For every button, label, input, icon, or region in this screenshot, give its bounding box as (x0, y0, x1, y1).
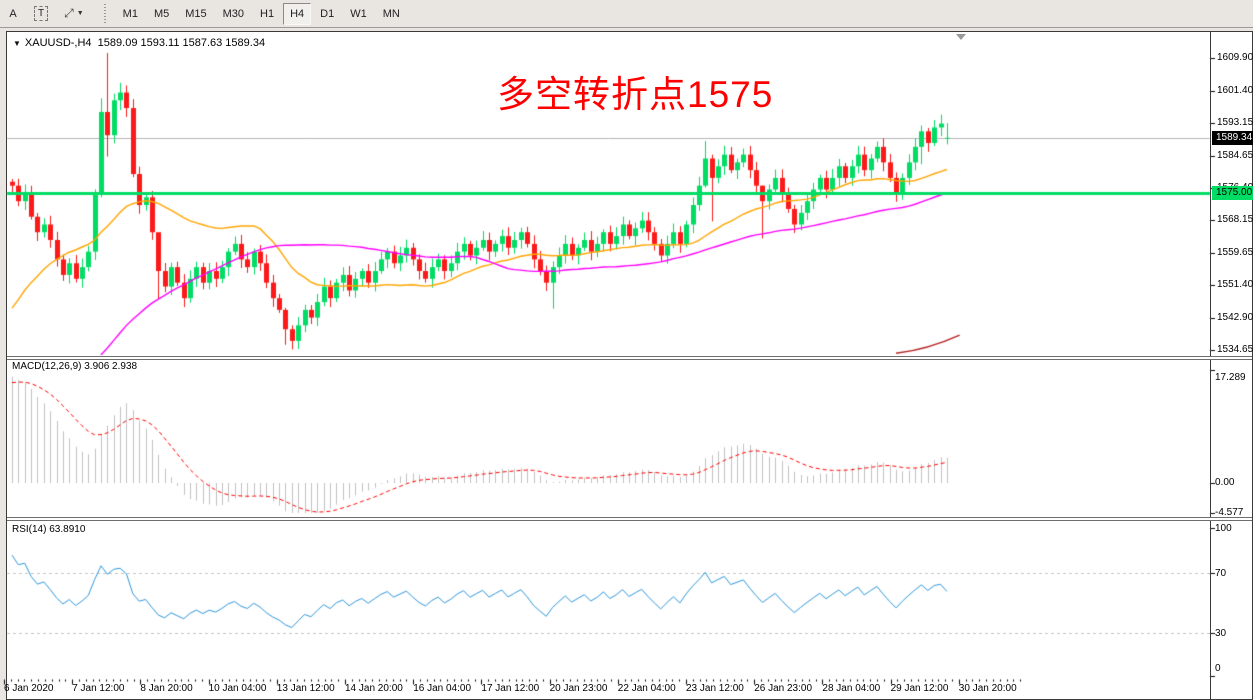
timeframe-label: M5 (153, 7, 170, 20)
time-axis-label: 30 Jan 20:00 (958, 683, 1017, 694)
timeframe-label: MN (382, 7, 400, 20)
rsi-axis-label: 100 (1215, 523, 1232, 534)
timeframe-button-m5[interactable]: M5 (147, 3, 176, 25)
text-box-icon: T (34, 6, 49, 21)
rsi-label: RSI(14) 63.8910 (12, 524, 85, 535)
toolbar: A T ⤢ ▼ M1 M5 M15 M30 H1 H4 D1 W1 MN (0, 0, 1253, 28)
price-axis-label: 1568.15 (1217, 214, 1253, 225)
price-axis-label: 1542.90 (1217, 311, 1253, 323)
time-axis-label: 28 Jan 04:00 (822, 683, 881, 694)
time-axis-label: 8 Jan 20:00 (140, 683, 193, 694)
macd-name: MACD(12,26,9) (12, 361, 82, 372)
price-axis-label: 1584.65 (1217, 149, 1253, 161)
timeframe-label: H4 (290, 7, 305, 20)
annotation-text[interactable]: 多空转折点1575 (497, 74, 774, 115)
price-axis-label: 1551.40 (1217, 279, 1253, 290)
text-tool-button[interactable]: T (27, 3, 55, 25)
panel-separator-rsi[interactable] (7, 517, 1252, 521)
rsi-axis-label: 70 (1215, 568, 1227, 579)
price-axis-label: 1534.65 (1217, 344, 1253, 355)
chart-shift-marker[interactable] (956, 34, 966, 40)
current-price-badge: 1589.34 (1212, 130, 1253, 145)
timeframe-button-h1[interactable]: H1 (253, 3, 281, 25)
panel-separator-macd[interactable] (7, 356, 1252, 360)
rsi-axis-label: 0 (1215, 663, 1221, 674)
macd-values: 3.906 2.938 (84, 361, 138, 372)
time-axis-label: 10 Jan 04:00 (208, 683, 267, 694)
timeframe-button-m30[interactable]: M30 (216, 3, 251, 25)
timeframe-label: D1 (320, 7, 335, 20)
time-axis-label: 26 Jan 23:00 (754, 683, 813, 694)
rsi-name: RSI(14) (12, 524, 47, 535)
timeframe-button-m1[interactable]: M1 (116, 3, 145, 25)
dropdown-caret-icon: ▼ (76, 10, 84, 17)
time-axis-label: 20 Jan 23:00 (549, 683, 608, 694)
macd-axis-label: -4.577 (1215, 506, 1244, 518)
arrows-icon: ⤢ (64, 6, 74, 20)
price-axis-label: 1601.40 (1217, 84, 1253, 96)
time-axis-label: 29 Jan 12:00 (890, 683, 949, 694)
price-axis-label: 1609.90 (1217, 52, 1253, 63)
arrows-tool-button[interactable]: ⤢ ▼ (57, 3, 91, 25)
timeframe-button-d1[interactable]: D1 (313, 3, 341, 25)
macd-axis-label: 17.289 (1215, 371, 1246, 383)
timeframe-button-mn[interactable]: MN (376, 3, 407, 25)
rsi-value: 63.8910 (49, 524, 86, 535)
symbol-dropdown-icon: ▼ (13, 39, 21, 48)
macd-axis-label: 0.00 (1215, 477, 1235, 488)
rsi-axis-label: 30 (1215, 628, 1227, 639)
timeframe-label: M15 (185, 7, 207, 20)
time-axis-label: 7 Jan 12:00 (72, 683, 125, 694)
timeframe-button-h4[interactable]: H4 (283, 2, 312, 25)
timeframe-button-m15[interactable]: M15 (178, 3, 213, 25)
timeframe-label: H1 (260, 7, 275, 20)
chart-header: ▼ XAUUSD-,H4 1589.09 1593.11 1587.63 1589… (13, 37, 265, 49)
symbol-title: XAUUSD-,H4 (24, 37, 92, 49)
time-axis-label: 16 Jan 04:00 (413, 683, 472, 694)
time-axis-label: 14 Jan 20:00 (345, 683, 403, 694)
price-axis-label: 1593.15 (1217, 116, 1253, 128)
time-axis-label: 23 Jan 12:00 (686, 683, 744, 694)
text-label-tool-button[interactable]: A (1, 3, 25, 25)
time-axis-label: 13 Jan 12:00 (276, 683, 335, 694)
toolbar-grip (101, 3, 109, 24)
time-axis-label: 17 Jan 12:00 (481, 683, 540, 694)
time-axis-label: 22 Jan 04:00 (617, 683, 676, 694)
timeframe-label: M1 (122, 7, 138, 20)
price-axis-label: 1559.65 (1217, 246, 1253, 258)
timeframe-label: M30 (222, 7, 245, 20)
macd-label: MACD(12,26,9) 3.906 2.938 (12, 361, 137, 372)
time-axis-label: 6 Jan 2020 (4, 683, 54, 694)
timeframe-button-w1[interactable]: W1 (343, 3, 374, 25)
price-axis-divider (1210, 32, 1211, 699)
hline-price-badge: 1575.00 (1212, 186, 1253, 201)
timeframe-label: W1 (350, 7, 367, 20)
ohlc-values: 1589.09 1593.11 1587.63 1589.34 (97, 37, 266, 49)
letter-a-icon: A (9, 7, 17, 20)
